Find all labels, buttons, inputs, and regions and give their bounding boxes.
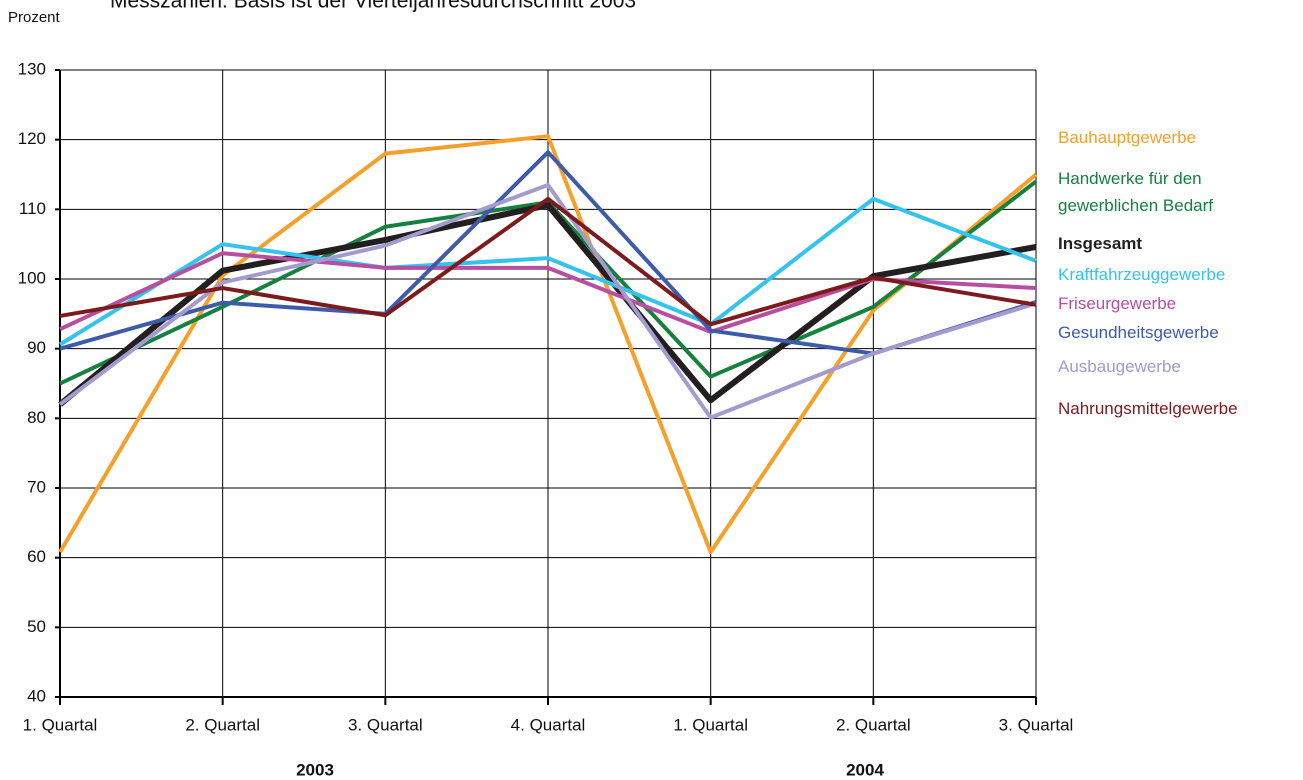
y-tick-label: 80: [27, 408, 46, 427]
legend-entry: Kraftfahrzeuggewerbe: [1058, 265, 1226, 284]
x-tick-label: 1. Quartal: [673, 715, 748, 734]
series-line: [59, 196, 1037, 327]
legend-entry: Handwerke für den gewerblichen Bedarf: [1058, 169, 1213, 215]
year-label: 2003: [296, 760, 334, 779]
legend-entry: Ausbaugewerbe: [1058, 357, 1181, 376]
x-tick-label: 3. Quartal: [999, 715, 1074, 734]
x-tick-label: 3. Quartal: [348, 715, 423, 734]
y-axis-label: Prozent: [8, 9, 61, 26]
x-tick-label: 1. Quartal: [23, 715, 98, 734]
legend-entry: Insgesamt: [1058, 234, 1143, 253]
x-tick-label: 2. Quartal: [836, 715, 911, 734]
y-tick-label: 100: [18, 268, 46, 287]
y-tick-label: 120: [18, 129, 46, 148]
series-line: [58, 134, 1038, 555]
legend-entry: Friseurgewerbe: [1058, 294, 1177, 313]
legend-entry: Bauhauptgewerbe: [1058, 128, 1197, 147]
legend-entry: Gesundheitsgewerbe: [1058, 323, 1219, 342]
year-label: 2004: [846, 760, 884, 779]
legend-entry: Nahrungsmittelgewerbe: [1058, 399, 1238, 418]
y-tick-label: 90: [27, 338, 46, 357]
y-tick-label: 60: [27, 547, 46, 566]
y-tick-label: 130: [18, 59, 46, 78]
y-tick-label: 50: [27, 617, 46, 636]
y-tick-label: 110: [19, 199, 46, 218]
subtitle: Messzahlen: Basis ist der Vierteljahresd…: [110, 0, 636, 13]
y-tick-label: 70: [27, 477, 46, 496]
x-tick-label: 4. Quartal: [511, 715, 586, 734]
y-tick-label: 40: [27, 686, 46, 705]
series-line: [58, 182, 1037, 420]
series-line: [58, 196, 1037, 347]
x-tick-label: 2. Quartal: [185, 715, 260, 734]
